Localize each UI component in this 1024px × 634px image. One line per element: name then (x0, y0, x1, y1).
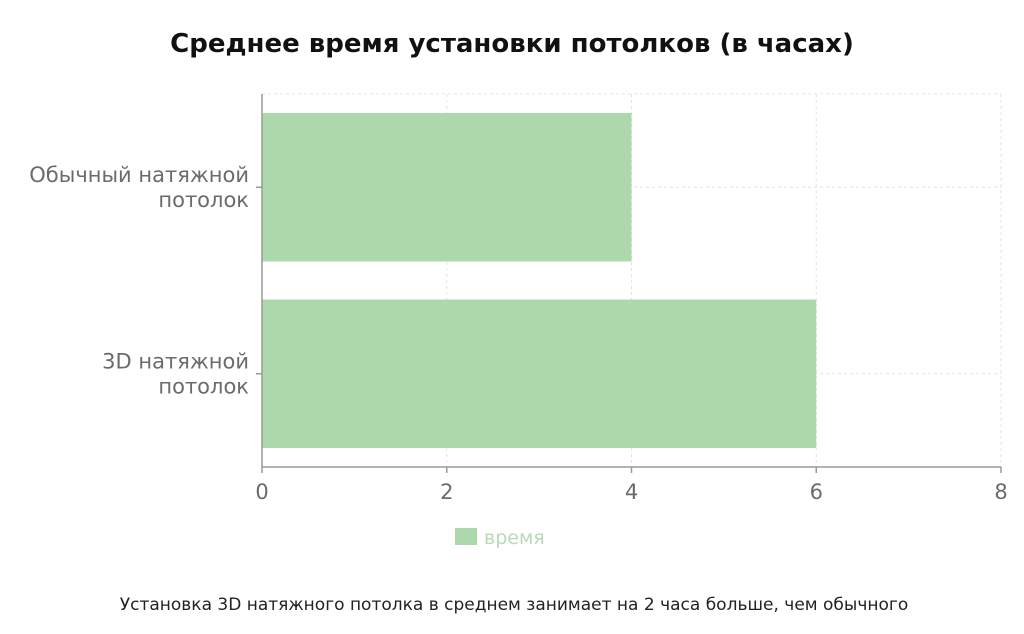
legend[interactable]: время (455, 527, 545, 549)
category-label: 3D натяжной (102, 349, 249, 373)
x-tick-label: 8 (994, 480, 1007, 504)
category-label: Обычный натяжной (29, 163, 249, 187)
x-tick-label: 6 (810, 480, 823, 504)
bar[interactable] (262, 299, 817, 449)
chart-caption: Установка 3D натяжного потолка в среднем… (120, 595, 908, 615)
legend-label: время (484, 527, 545, 549)
x-tick-label: 2 (440, 480, 453, 504)
bars (262, 113, 817, 449)
category-label: потолок (158, 374, 249, 398)
chart-title: Среднее время установки потолков (в часа… (170, 29, 854, 59)
axes (256, 94, 1002, 473)
x-tick-label: 4 (625, 480, 638, 504)
bar[interactable] (262, 113, 632, 262)
category-label: потолок (158, 188, 249, 212)
x-tick-label: 0 (255, 480, 268, 504)
legend-swatch (455, 528, 477, 545)
x-tick-labels: 0 2 4 6 8 (255, 480, 1007, 504)
